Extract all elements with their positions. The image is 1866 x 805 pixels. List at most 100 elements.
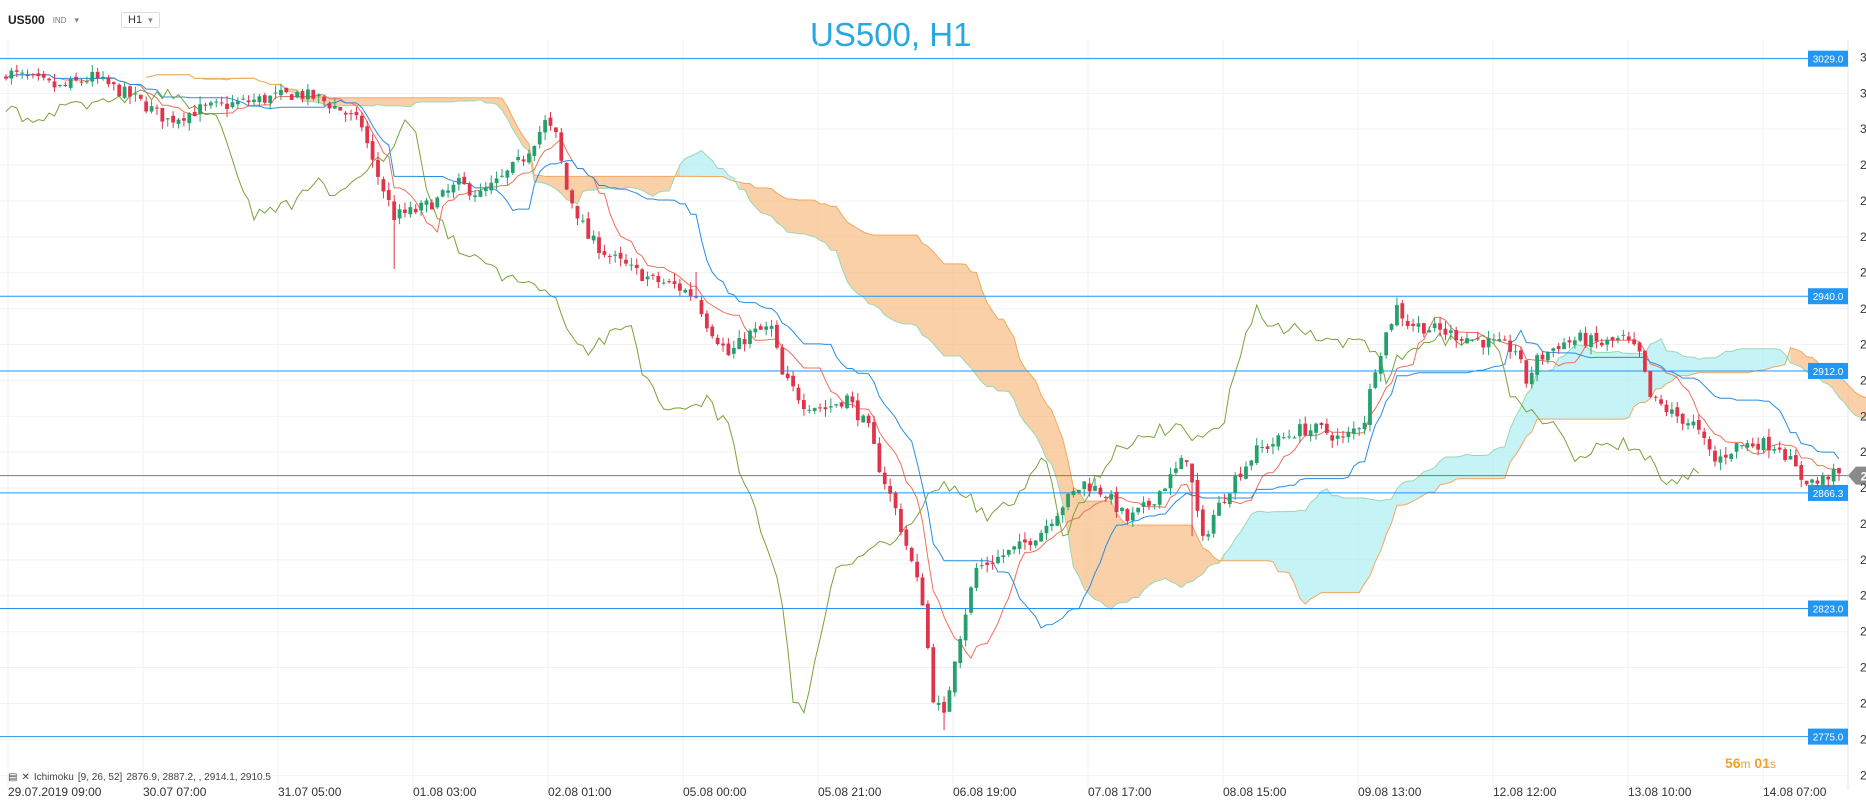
candle-body (1793, 455, 1798, 467)
candle-body (532, 146, 537, 156)
candle-body (1729, 453, 1734, 460)
candle-body (1583, 332, 1588, 346)
x-tick-label: 08.08 15:00 (1223, 785, 1287, 799)
candle-body (1033, 540, 1038, 546)
candle-body (467, 183, 472, 196)
level-tag-label: 2940.0 (1813, 292, 1844, 303)
candle-body (1513, 351, 1518, 353)
candle-body (257, 96, 262, 103)
candle-body (1120, 507, 1124, 512)
candle-body (1632, 339, 1637, 345)
candle-body (1783, 449, 1787, 460)
candle-body (1233, 475, 1238, 493)
chart-title: US500, H1 (810, 16, 972, 53)
candle-body (1384, 332, 1389, 356)
candle-body (1098, 487, 1103, 495)
candle-body (225, 103, 229, 109)
candle-body (1621, 334, 1626, 336)
candle-body (1227, 493, 1232, 505)
candle-body (1017, 541, 1022, 549)
candle-body (500, 175, 504, 177)
level-tag-bg (1808, 50, 1848, 67)
candle-body (510, 162, 515, 173)
timer-seconds: 01 (1754, 755, 1770, 771)
candle-body (138, 94, 143, 99)
candle-body (25, 74, 30, 76)
candle-body (818, 407, 822, 409)
legend-settings-icon[interactable]: ▤ (8, 772, 18, 783)
symbol-label[interactable]: US500 (8, 13, 45, 27)
candle-body (208, 102, 213, 106)
candle-body (419, 202, 424, 211)
candle-body (1454, 330, 1459, 341)
candle-body (279, 89, 283, 96)
timeframe-selector[interactable]: H1 ▾ (121, 12, 160, 28)
candle-body (1448, 330, 1453, 333)
candle-body (1265, 446, 1270, 449)
candle-body (338, 106, 343, 111)
x-tick-label: 30.07 07:00 (143, 785, 207, 799)
y-tick-label: 2948.8 (1860, 266, 1866, 280)
candle-body (1044, 525, 1049, 534)
candle-body (41, 73, 46, 78)
candle-body (322, 96, 326, 102)
current-price-tag-bg (1848, 466, 1866, 485)
candle-body (1071, 491, 1076, 496)
candle-body (1616, 338, 1620, 341)
candle-body (1572, 340, 1577, 345)
candle-timer: 56m 01s (1725, 755, 1776, 771)
candle-body (909, 547, 914, 561)
candle-body (1200, 509, 1205, 536)
candle-body (1297, 424, 1302, 437)
y-tick-label: 2935.3 (1860, 302, 1866, 316)
candle-body (47, 78, 52, 81)
level-tag-bg (1808, 362, 1848, 379)
candle-body (1545, 352, 1550, 361)
y-tick-label: 3029.5 (1860, 50, 1866, 64)
candle-body (1459, 339, 1464, 341)
candle-body (1535, 355, 1539, 375)
x-tick-label: 01.08 03:00 (413, 785, 477, 799)
candle-body (14, 70, 19, 72)
candle-body (392, 201, 397, 221)
candle-body (899, 509, 903, 533)
legend-close-icon[interactable]: ✕ (21, 772, 30, 783)
candle-body (306, 89, 310, 100)
candle-body (349, 113, 353, 115)
candle-body (586, 218, 591, 239)
candle-body (435, 197, 440, 208)
candle-body (1163, 488, 1167, 492)
candle-body (667, 281, 672, 283)
symbol-dropdown-chevron-icon[interactable]: ▾ (74, 14, 80, 25)
candle-body (1168, 474, 1173, 489)
candle-body (1114, 491, 1119, 513)
candle-body (812, 408, 817, 411)
candle-body (1405, 320, 1410, 326)
candle-body (1713, 450, 1717, 462)
candle-body (775, 324, 779, 348)
candle-body (758, 326, 763, 330)
candle-body (1060, 507, 1065, 516)
candle-body (343, 112, 348, 115)
candle-body (1281, 437, 1286, 439)
candle-body (106, 77, 111, 85)
candle-body (936, 702, 941, 705)
candle-body (359, 115, 364, 128)
candle-body (1540, 354, 1545, 360)
candle-body (618, 252, 623, 259)
candle-body (882, 472, 887, 485)
candle-body (214, 101, 219, 103)
time-axis: 29.07.2019 09:00 30.07 07:00 31.07 05:00 01… (8, 785, 1827, 799)
candle-body (1465, 338, 1469, 344)
candle-body (1594, 332, 1599, 342)
candle-body (764, 326, 769, 330)
indicator-name[interactable]: Ichimoku (33, 772, 74, 783)
candle-body (1287, 436, 1291, 438)
candle-body (996, 556, 1000, 564)
y-tick-label: 2787.4 (1860, 697, 1866, 711)
candle-body (1438, 323, 1442, 330)
x-tick-label: 14.08 07:00 (1763, 785, 1827, 799)
candle-body (1567, 340, 1572, 343)
timer-m: m (1740, 757, 1751, 771)
